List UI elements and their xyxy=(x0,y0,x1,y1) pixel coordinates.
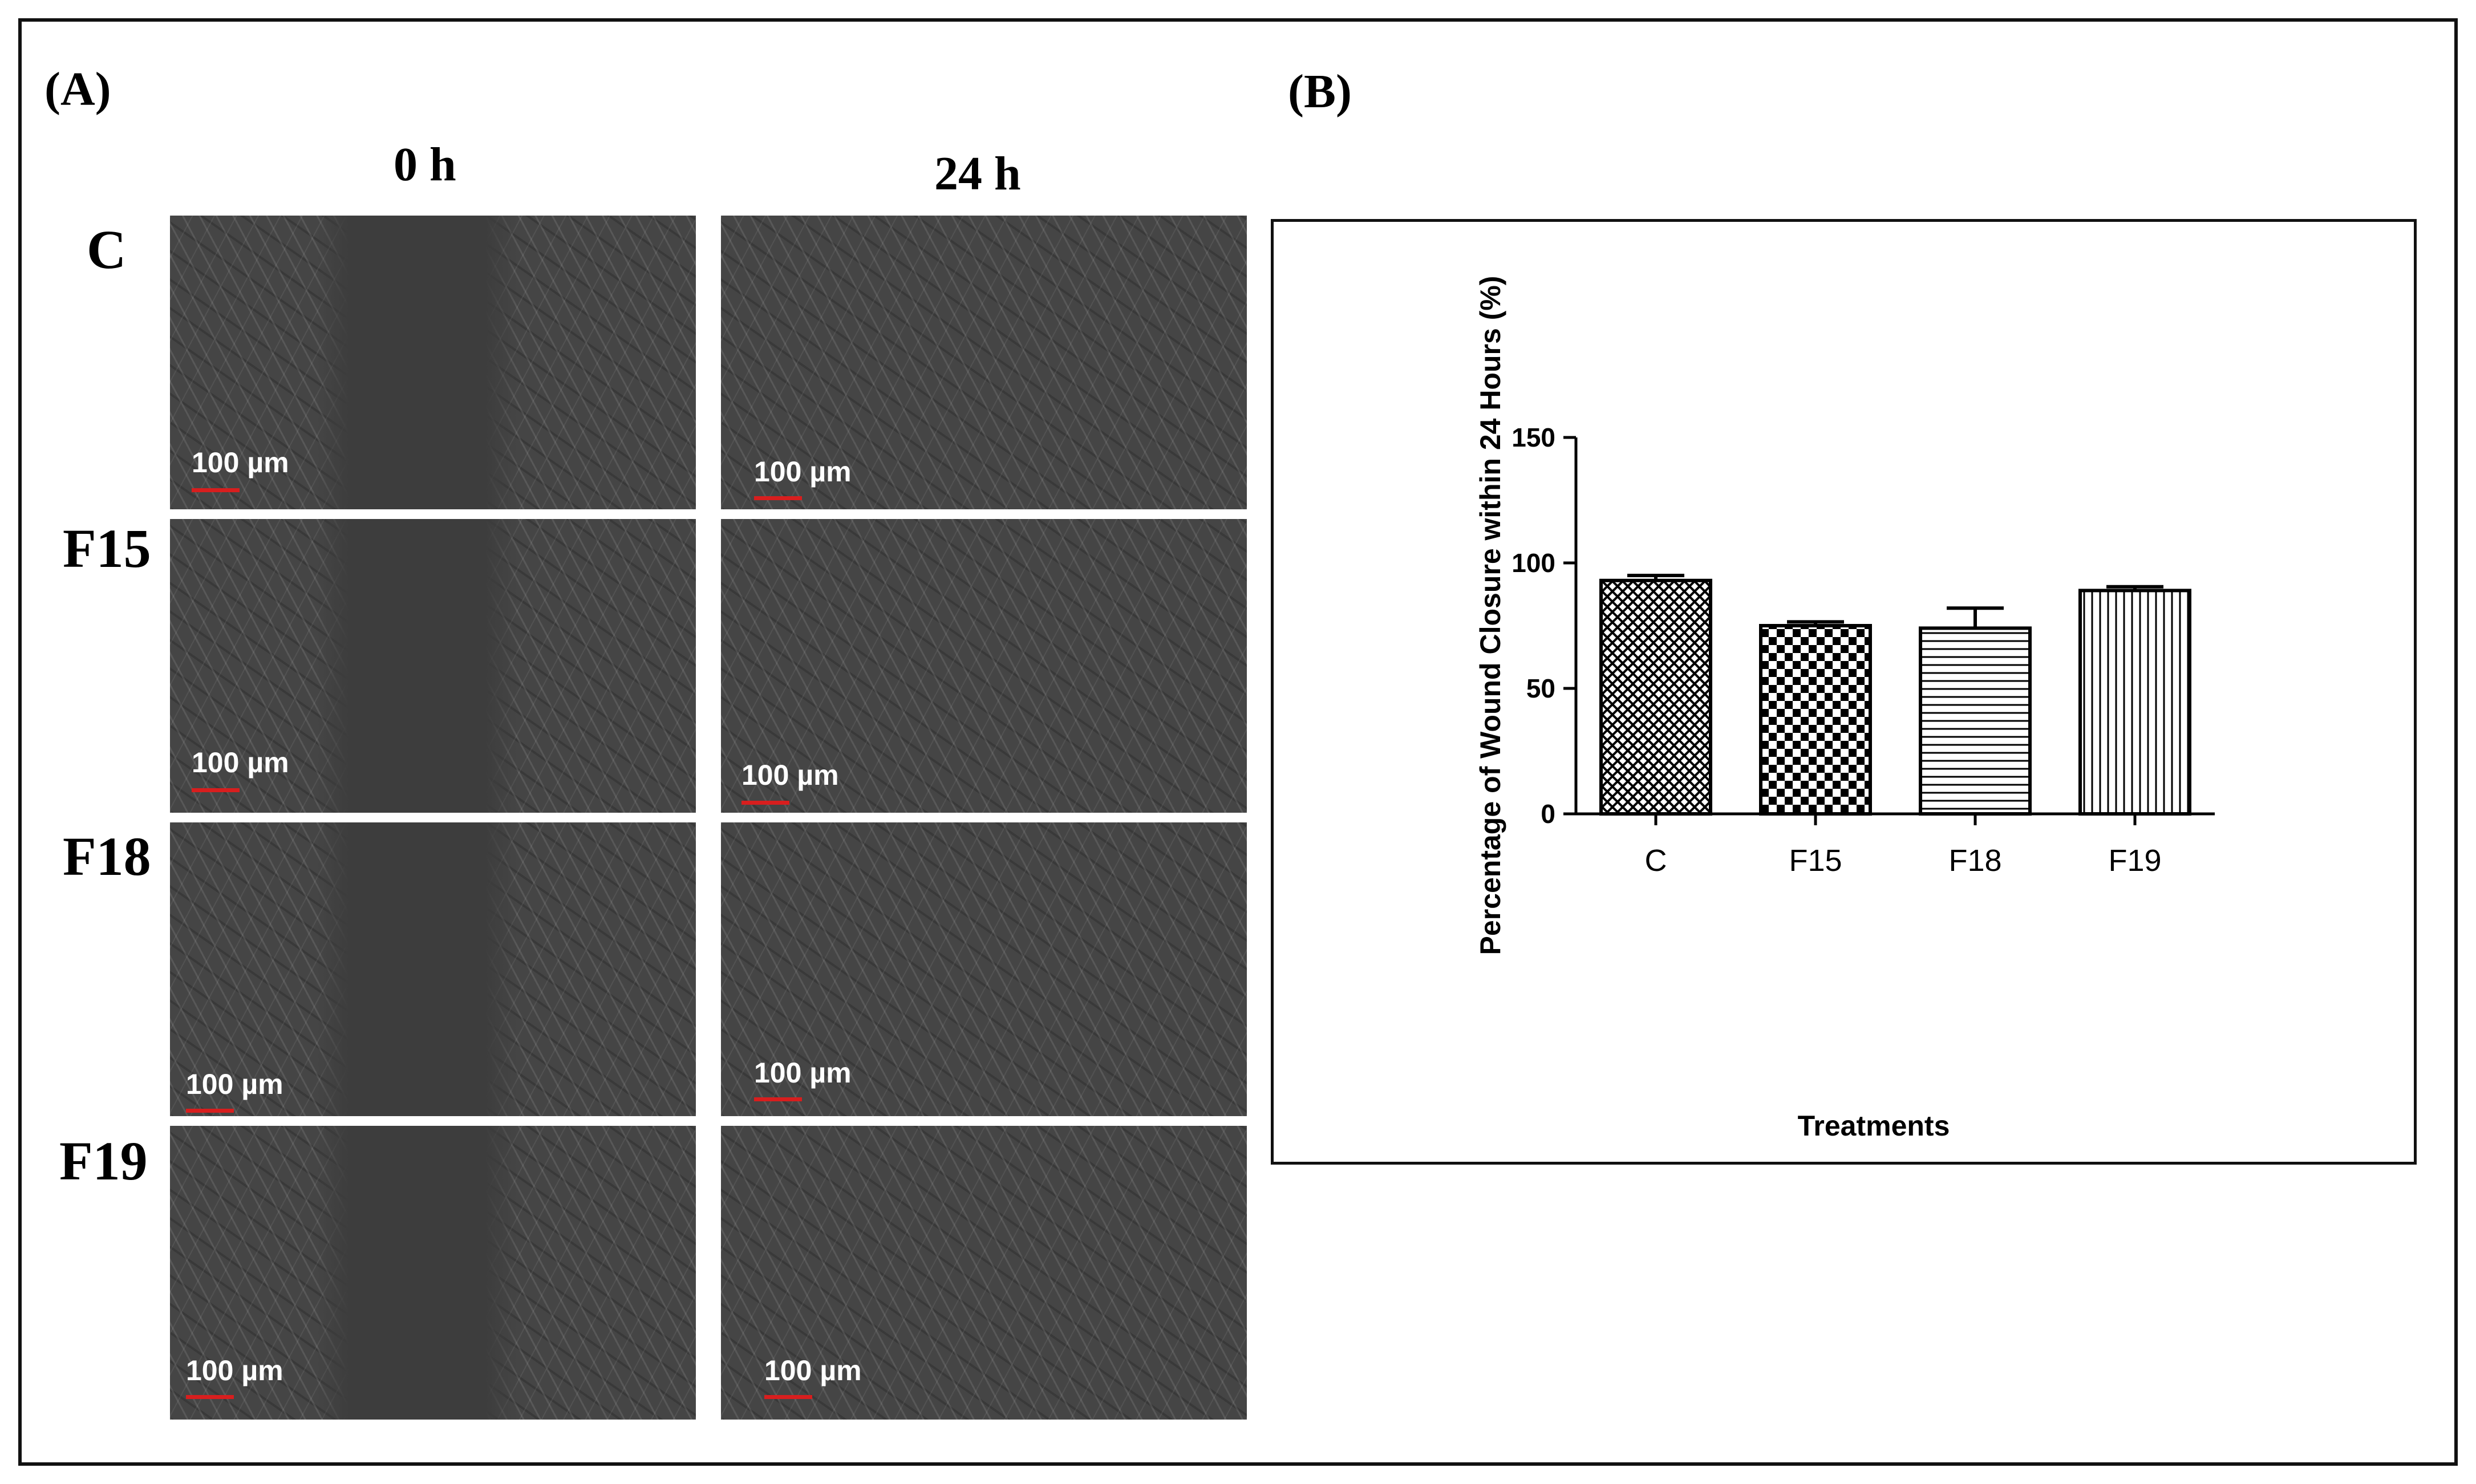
y-axis-label: Percentage of Wound Closure within 24 Ho… xyxy=(1474,276,1506,955)
x-tick-label-f18: F18 xyxy=(1948,844,2001,878)
x-tick-label-f19: F19 xyxy=(2108,844,2161,878)
micrograph-f19-0h: 100 µm xyxy=(170,1126,696,1420)
y-tick-label: 150 xyxy=(1511,423,1555,452)
row-label-f19: F19 xyxy=(59,1130,148,1191)
y-tick-label: 50 xyxy=(1526,674,1555,703)
chart-panel: 0 50 100 150 C F15 F18 F19 Percentage of Wound … xyxy=(1271,219,2417,1165)
bar-f18 xyxy=(1919,626,2032,816)
scale-label: 100 µm xyxy=(754,456,852,488)
row-label-f15: F15 xyxy=(63,518,151,579)
row-label-c: C xyxy=(87,219,127,280)
scale-label: 100 µm xyxy=(741,759,839,791)
x-axis-label: Treatments xyxy=(1798,1110,1950,1142)
panel-a-label: (A) xyxy=(44,63,111,116)
bars xyxy=(1599,574,2191,816)
micrograph-c-0h: 100 µm xyxy=(170,216,696,509)
micrograph-c-24h: 100 µm xyxy=(721,216,1247,509)
micrograph-f15-0h: 100 µm xyxy=(170,519,696,813)
x-tick-label-c: C xyxy=(1645,844,1667,878)
scale-label: 100 µm xyxy=(192,447,289,479)
y-tick-label: 100 xyxy=(1511,548,1555,578)
tick-labels: 0 50 100 150 C F15 F18 F19 xyxy=(1511,423,2161,878)
row-label-f18: F18 xyxy=(63,826,151,887)
scale-label: 100 µm xyxy=(186,1355,283,1386)
scale-bar xyxy=(186,1109,234,1113)
scale-bar xyxy=(764,1395,812,1399)
figure-frame xyxy=(18,18,2458,1466)
scale-label: 100 µm xyxy=(192,747,289,779)
micrograph-f19-24h: 100 µm xyxy=(721,1126,1247,1420)
micrograph-f15-24h: 100 µm xyxy=(721,519,1247,813)
scale-bar xyxy=(754,1097,802,1101)
scale-label: 100 µm xyxy=(764,1355,862,1386)
y-tick-label: 0 xyxy=(1541,799,1555,829)
scale-bar xyxy=(741,801,789,805)
scale-bar xyxy=(192,488,240,492)
bar-c xyxy=(1599,578,1712,816)
scale-bar xyxy=(754,496,802,500)
bar-chart: 0 50 100 150 C F15 F18 F19 Percentage of Wound … xyxy=(1474,276,2215,1142)
time-label-0h: 0 h xyxy=(394,138,456,191)
scale-bar xyxy=(186,1395,234,1399)
bar-f15 xyxy=(1759,624,1872,816)
scale-bar xyxy=(192,788,240,792)
micrograph-f18-24h: 100 µm xyxy=(721,822,1247,1116)
time-label-24h: 24 h xyxy=(934,147,1021,200)
bar-f19 xyxy=(2078,589,2191,816)
scale-label: 100 µm xyxy=(754,1057,852,1089)
panel-b-label: (B) xyxy=(1288,65,1352,118)
x-tick-label-f15: F15 xyxy=(1789,844,1842,878)
micrograph-f18-0h: 100 µm xyxy=(170,822,696,1116)
scale-label: 100 µm xyxy=(186,1068,283,1100)
